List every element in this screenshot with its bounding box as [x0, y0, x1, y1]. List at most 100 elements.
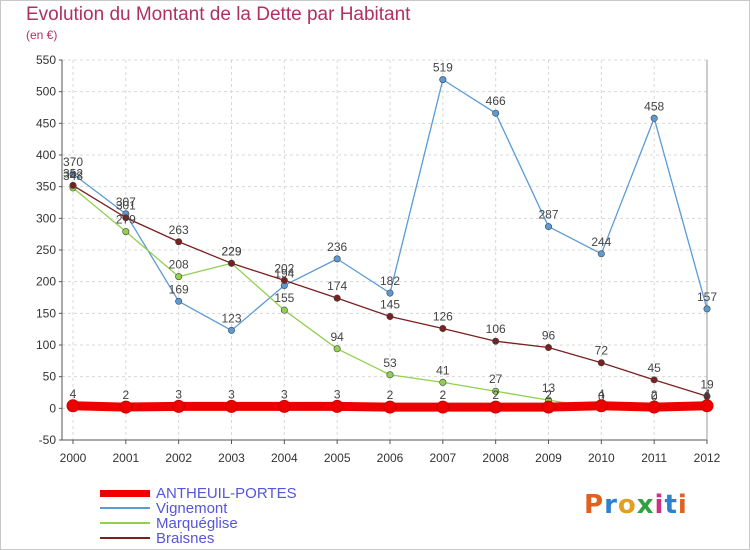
data-point	[386, 371, 394, 379]
data-point	[280, 276, 288, 284]
data-label: 279	[116, 213, 136, 227]
legend-item: ANTHEUIL-PORTES	[100, 484, 297, 502]
data-label: 96	[542, 329, 556, 343]
axes	[59, 59, 708, 444]
data-point	[333, 255, 341, 263]
x-tick-label: 2007	[429, 451, 456, 465]
data-label: 263	[169, 223, 189, 237]
series-points	[66, 76, 714, 414]
y-tick-label: 500	[36, 85, 56, 99]
legend-swatch	[100, 489, 150, 497]
logo-letter: r	[604, 490, 618, 520]
data-point	[175, 297, 183, 305]
data-point	[228, 259, 236, 267]
grid-lines	[62, 59, 708, 441]
data-point	[228, 326, 236, 334]
data-label: 2	[122, 388, 129, 402]
data-label: 194	[274, 266, 294, 280]
data-label: 307	[116, 195, 136, 209]
data-label: 0	[704, 389, 711, 403]
data-point	[597, 250, 605, 258]
data-point	[383, 400, 397, 414]
data-label: 145	[380, 298, 400, 312]
data-point	[280, 306, 288, 314]
data-point	[439, 76, 447, 84]
y-tick-label: 200	[36, 275, 56, 289]
data-label: 301	[116, 199, 136, 213]
data-label: 208	[169, 258, 189, 272]
data-point	[439, 378, 447, 386]
data-point	[650, 376, 658, 384]
data-point	[492, 337, 500, 345]
data-label: 348	[63, 169, 83, 183]
data-label: 27	[489, 372, 503, 386]
data-label: 2	[545, 388, 552, 402]
data-label: 72	[595, 344, 609, 358]
data-point	[700, 399, 714, 413]
proxiti-logo: Proxiti	[584, 490, 688, 520]
data-label: 3	[228, 387, 235, 401]
data-point	[122, 214, 130, 222]
data-point	[386, 312, 394, 320]
data-label: 182	[380, 274, 400, 288]
data-label: 13	[542, 381, 556, 395]
legend-item: Marquéglise	[100, 515, 238, 532]
data-point	[225, 399, 238, 413]
data-point	[277, 399, 291, 413]
y-tick-label: 400	[36, 148, 56, 162]
data-point	[703, 305, 711, 313]
x-tick-label: 2003	[218, 451, 245, 465]
data-label: 2	[439, 388, 446, 402]
data-label: 370	[63, 155, 83, 169]
logo-letter: o	[617, 490, 637, 520]
x-tick-label: 2011	[641, 451, 667, 465]
data-label: 155	[274, 291, 294, 305]
data-point	[69, 170, 77, 178]
data-label: 0	[651, 389, 658, 403]
x-tick-labels: 2000 2001 2002 2003 2004 2005 2006 2007 2008 2009…	[60, 451, 721, 465]
data-point	[647, 400, 661, 414]
data-point	[122, 228, 130, 236]
data-point	[175, 238, 183, 246]
legend-item: Vignemont	[100, 500, 227, 517]
y-tick-label: 550	[36, 53, 56, 67]
data-label: 2	[651, 388, 658, 402]
y-tick-label: 250	[36, 243, 56, 257]
legend-label: ANTHEUIL-PORTES	[156, 484, 297, 502]
data-point	[333, 294, 341, 302]
data-label: 352	[63, 166, 83, 180]
data-label: 126	[433, 310, 453, 324]
data-label: 3	[334, 387, 341, 401]
data-point	[594, 399, 608, 413]
chart-title: Evolution du Montant de la Dette par Hab…	[26, 4, 411, 25]
legend-item: Braisnes	[100, 530, 214, 547]
data-label: 2	[387, 388, 394, 402]
chart-subtitle: (en €)	[26, 28, 58, 42]
data-label: 123	[221, 311, 241, 325]
data-label: 4	[70, 387, 77, 401]
data-label: 45	[647, 361, 661, 375]
data-point	[175, 273, 183, 281]
logo-letter: i	[677, 490, 688, 520]
x-tick-label: 2005	[324, 451, 351, 465]
data-point	[489, 400, 503, 414]
data-label: 229	[221, 244, 241, 258]
logo-letter: t	[664, 490, 678, 520]
data-point	[492, 387, 500, 395]
x-tick-label: 2012	[694, 451, 721, 465]
data-point	[69, 181, 77, 189]
data-label: 287	[538, 208, 558, 222]
data-point	[650, 114, 658, 122]
data-label: 244	[591, 235, 611, 249]
x-tick-label: 2000	[60, 451, 87, 465]
data-label: 157	[697, 290, 717, 304]
data-labels: 3703071691231942361825194662872444581573…	[63, 61, 717, 404]
data-label: 0	[598, 389, 605, 403]
x-tick-label: 2010	[588, 451, 615, 465]
data-label: 229	[221, 244, 241, 258]
data-point	[492, 109, 500, 117]
data-point	[597, 359, 605, 367]
y-tick-label: 50	[43, 370, 57, 384]
data-point	[544, 223, 552, 231]
